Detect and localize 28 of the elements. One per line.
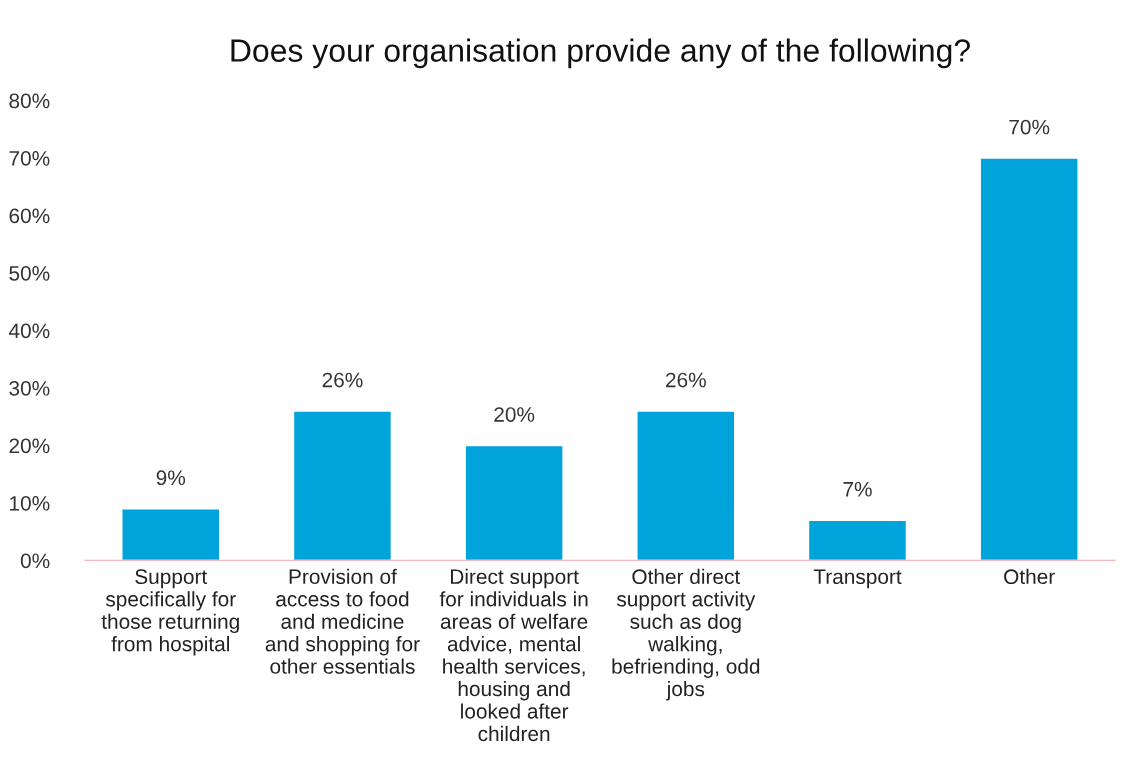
bar (979, 157, 1079, 561)
x-tick-label: Direct support for individuals in areas of welfare advice, mental health services, housing and looked after children (439, 568, 588, 742)
x-tick-label: Provision of access to food and medicine and shopping for other essentials (265, 568, 420, 674)
x-tick-label: Other direct support activity such as dog walking, befriending, odd jobs (612, 568, 760, 701)
data-label: 70% (1009, 119, 1050, 135)
chart-title: Does your organisation provide any of the following? (231, 38, 970, 69)
y-tick-label: 70% (9, 150, 50, 166)
bar (807, 519, 908, 561)
y-tick-label: 10% (10, 495, 50, 511)
y-tick-label: 0% (20, 553, 50, 569)
bar (464, 444, 564, 561)
data-label: 20% (494, 407, 535, 422)
y-tick-label: 40% (8, 323, 50, 339)
data-label: 26% (666, 372, 706, 388)
bar (292, 410, 393, 561)
x-tick-label: Transport (813, 569, 902, 589)
y-tick-label: 30% (9, 380, 50, 396)
y-tick-label: 60% (9, 208, 50, 224)
y-tick-label: 80% (9, 93, 50, 109)
bar (636, 410, 736, 561)
data-label: 7% (843, 481, 872, 497)
x-tick-label: Support specifically for those returning from hospital (101, 569, 239, 656)
data-label: 26% (322, 372, 363, 388)
data-label: 9% (156, 470, 186, 486)
x-tick-label: Other (1004, 568, 1055, 585)
bar (121, 507, 221, 561)
y-tick-label: 20% (9, 438, 50, 454)
y-tick-label: 50% (9, 265, 50, 281)
